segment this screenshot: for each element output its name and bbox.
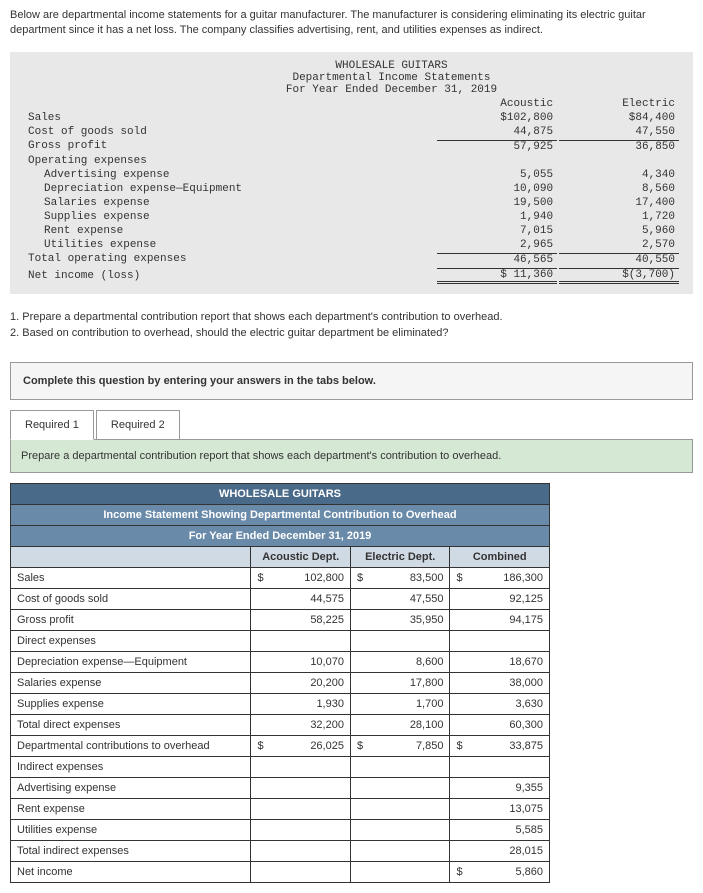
stmt-company: WHOLESALE GUITARS xyxy=(102,60,681,72)
tab-instruction: Prepare a departmental contribution repo… xyxy=(10,439,693,473)
question-2: 2. Based on contribution to overhead, sh… xyxy=(10,325,693,342)
stmt-title: Departmental Income Statements xyxy=(102,72,681,84)
table-row: Departmental contributions to overhead$2… xyxy=(11,735,550,756)
ans-company: WHOLESALE GUITARS xyxy=(11,483,550,504)
table-row: Rent expense13,075 xyxy=(11,798,550,819)
question-1: 1. Prepare a departmental contribution r… xyxy=(10,309,693,326)
intro-text: Below are departmental income statements… xyxy=(0,0,703,47)
questions: 1. Prepare a departmental contribution r… xyxy=(0,299,703,352)
table-row: Total indirect expenses28,015 xyxy=(11,840,550,861)
table-row: Salaries expense20,20017,80038,000 xyxy=(11,672,550,693)
income-statement: WHOLESALE GUITARS Departmental Income St… xyxy=(10,52,693,294)
ans-title: Income Statement Showing Departmental Co… xyxy=(11,504,550,525)
tab-required-1[interactable]: Required 1 xyxy=(10,410,94,440)
tabs: Required 1 Required 2 xyxy=(10,410,703,440)
table-row: Indirect expenses xyxy=(11,756,550,777)
table-row: Sales$102,800$83,500$186,300 xyxy=(11,567,550,588)
table-row: Cost of goods sold44,57547,55092,125 xyxy=(11,588,550,609)
table-row: Depreciation expense—Equipment10,0708,60… xyxy=(11,651,550,672)
table-row: Total direct expenses32,20028,10060,300 xyxy=(11,714,550,735)
table-row: Gross profit58,22535,95094,175 xyxy=(11,609,550,630)
table-row: Direct expenses xyxy=(11,630,550,651)
table-row: Supplies expense1,9301,7003,630 xyxy=(11,693,550,714)
table-row: Advertising expense9,355 xyxy=(11,777,550,798)
ans-period: For Year Ended December 31, 2019 xyxy=(11,525,550,546)
tab-required-2[interactable]: Required 2 xyxy=(96,410,180,440)
answer-table: WHOLESALE GUITARS Income Statement Showi… xyxy=(10,483,550,883)
table-row: Net income$5,860 xyxy=(11,861,550,882)
table-row: Utilities expense5,585 xyxy=(11,819,550,840)
stmt-period: For Year Ended December 31, 2019 xyxy=(102,84,681,96)
complete-instruction: Complete this question by entering your … xyxy=(10,362,693,400)
stmt-table: AcousticElectric Sales$102,800$84,400 Co… xyxy=(22,96,681,286)
